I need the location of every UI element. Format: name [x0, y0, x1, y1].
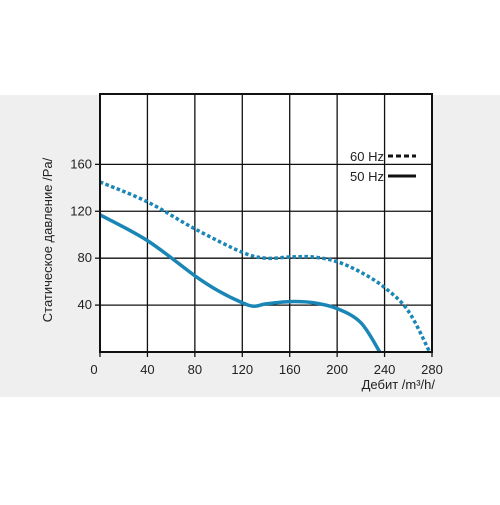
y-tick-label: 160 [70, 156, 92, 171]
x-tick-label: 0 [90, 362, 97, 377]
data-line [99, 180, 432, 353]
x-tick-label: 40 [140, 362, 154, 377]
plot-area [100, 94, 432, 352]
x-tick-label: 280 [421, 362, 443, 377]
y-tick-label: 80 [78, 250, 92, 265]
y-tick-label: 120 [70, 203, 92, 218]
y-tick-label: 40 [78, 297, 92, 312]
x-tick-label: 80 [188, 362, 202, 377]
x-tick-label: 120 [231, 362, 253, 377]
legend-label: 50 Hz [350, 169, 384, 184]
x-tick-label: 160 [279, 362, 301, 377]
y-axis-label: Статическое давление /Pa/ [40, 157, 55, 322]
legend-label: 60 Hz [350, 149, 384, 164]
x-tick-label: 200 [326, 362, 348, 377]
data-line [99, 213, 382, 353]
plot-border [99, 93, 433, 353]
x-axis-label: Дебит /m³/h/ [362, 377, 436, 392]
x-tick-label: 240 [374, 362, 396, 377]
